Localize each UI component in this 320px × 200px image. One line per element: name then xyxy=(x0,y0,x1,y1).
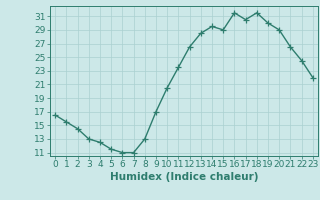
X-axis label: Humidex (Indice chaleur): Humidex (Indice chaleur) xyxy=(110,172,258,182)
